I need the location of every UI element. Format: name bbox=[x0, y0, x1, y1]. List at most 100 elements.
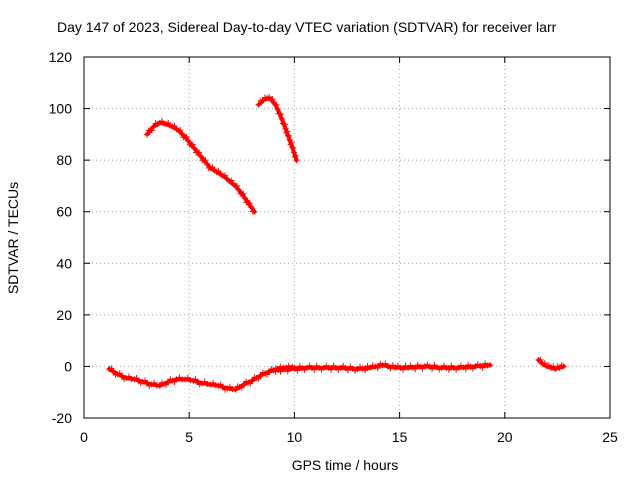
data-point bbox=[389, 362, 396, 369]
y-tick-label: 60 bbox=[56, 204, 72, 220]
data-point bbox=[148, 127, 155, 134]
plot-frame bbox=[83, 56, 611, 419]
data-point bbox=[284, 128, 291, 135]
data-point bbox=[281, 121, 288, 128]
data-point bbox=[110, 368, 117, 375]
series-track-b bbox=[255, 93, 300, 164]
data-point bbox=[232, 386, 239, 393]
data-point bbox=[277, 368, 284, 375]
data-point bbox=[178, 130, 185, 137]
data-point bbox=[288, 139, 295, 146]
data-point bbox=[291, 153, 298, 160]
data-point bbox=[285, 132, 292, 139]
y-tick-label: 40 bbox=[56, 255, 72, 271]
y-tick-label: 100 bbox=[49, 101, 73, 117]
data-point bbox=[487, 362, 494, 369]
data-point bbox=[387, 365, 394, 372]
data-point bbox=[177, 127, 184, 134]
data-point bbox=[379, 362, 386, 369]
x-tick-label: 10 bbox=[287, 429, 303, 445]
data-point bbox=[189, 141, 196, 148]
data-point bbox=[372, 363, 379, 370]
data-point bbox=[248, 204, 255, 211]
data-point bbox=[374, 365, 381, 372]
data-point bbox=[328, 366, 335, 373]
data-point bbox=[382, 360, 389, 367]
data-point bbox=[292, 152, 299, 159]
data-point bbox=[290, 149, 297, 156]
data-point bbox=[289, 144, 296, 151]
data-point bbox=[369, 362, 376, 369]
y-tick-label: 80 bbox=[56, 152, 72, 168]
y-tick-label: 0 bbox=[64, 358, 72, 374]
data-point bbox=[202, 157, 209, 164]
data-point bbox=[234, 182, 241, 189]
data-point bbox=[273, 101, 280, 108]
data-point bbox=[269, 96, 276, 103]
data-point bbox=[235, 186, 242, 193]
axis-ticks: 0 5 10 15 20 25 -20 0 20 40 60 80 100 120 bbox=[49, 49, 618, 445]
data-point bbox=[204, 161, 211, 168]
data-point bbox=[294, 367, 301, 374]
series-track-a bbox=[144, 118, 258, 215]
data-point bbox=[238, 384, 245, 391]
data-point bbox=[108, 365, 115, 372]
series-track-d bbox=[270, 360, 494, 375]
data-point bbox=[144, 131, 151, 138]
data-points bbox=[106, 93, 567, 393]
data-point bbox=[462, 366, 469, 373]
data-point bbox=[541, 360, 548, 367]
data-point bbox=[228, 177, 235, 184]
data-point bbox=[367, 364, 374, 371]
grid-lines bbox=[84, 57, 610, 418]
data-point bbox=[183, 133, 190, 140]
series-track-e bbox=[535, 356, 567, 373]
data-point bbox=[537, 356, 544, 363]
data-point bbox=[399, 366, 406, 373]
data-point bbox=[185, 137, 192, 144]
data-point bbox=[197, 153, 204, 160]
series-track-c bbox=[106, 362, 298, 393]
data-point bbox=[445, 366, 452, 373]
x-tick-label: 25 bbox=[602, 429, 618, 445]
data-point bbox=[278, 115, 285, 122]
y-axis-label: SDTVAR / TECUs bbox=[5, 182, 21, 294]
x-axis-label: GPS time / hours bbox=[292, 457, 399, 473]
data-point bbox=[479, 364, 486, 371]
data-point bbox=[412, 366, 419, 373]
data-point bbox=[196, 149, 203, 156]
data-point bbox=[171, 122, 178, 129]
data-point bbox=[240, 190, 247, 197]
data-point bbox=[344, 367, 351, 374]
data-point bbox=[429, 365, 436, 372]
data-point bbox=[274, 106, 281, 113]
y-tick-label: 20 bbox=[56, 307, 72, 323]
data-point bbox=[246, 199, 253, 206]
data-point bbox=[290, 144, 297, 151]
data-point bbox=[191, 145, 198, 152]
data-point bbox=[384, 363, 391, 370]
data-point bbox=[150, 123, 157, 130]
data-point bbox=[560, 363, 567, 370]
data-point bbox=[255, 375, 262, 382]
data-point bbox=[277, 111, 284, 118]
data-point bbox=[259, 97, 266, 104]
x-tick-label: 15 bbox=[392, 429, 408, 445]
data-point bbox=[255, 101, 262, 108]
y-tick-label: -20 bbox=[52, 410, 72, 426]
data-point bbox=[249, 377, 256, 384]
data-point bbox=[276, 110, 283, 117]
data-point bbox=[241, 195, 248, 202]
x-tick-label: 20 bbox=[497, 429, 513, 445]
data-point bbox=[362, 367, 369, 374]
data-point bbox=[209, 164, 216, 171]
data-point bbox=[293, 157, 300, 164]
x-tick-label: 0 bbox=[80, 429, 88, 445]
data-point bbox=[311, 366, 318, 373]
data-point bbox=[251, 208, 258, 215]
chart-title: Day 147 of 2023, Sidereal Day-to-day VTE… bbox=[57, 19, 557, 35]
x-tick-label: 5 bbox=[185, 429, 193, 445]
data-point bbox=[215, 168, 222, 175]
